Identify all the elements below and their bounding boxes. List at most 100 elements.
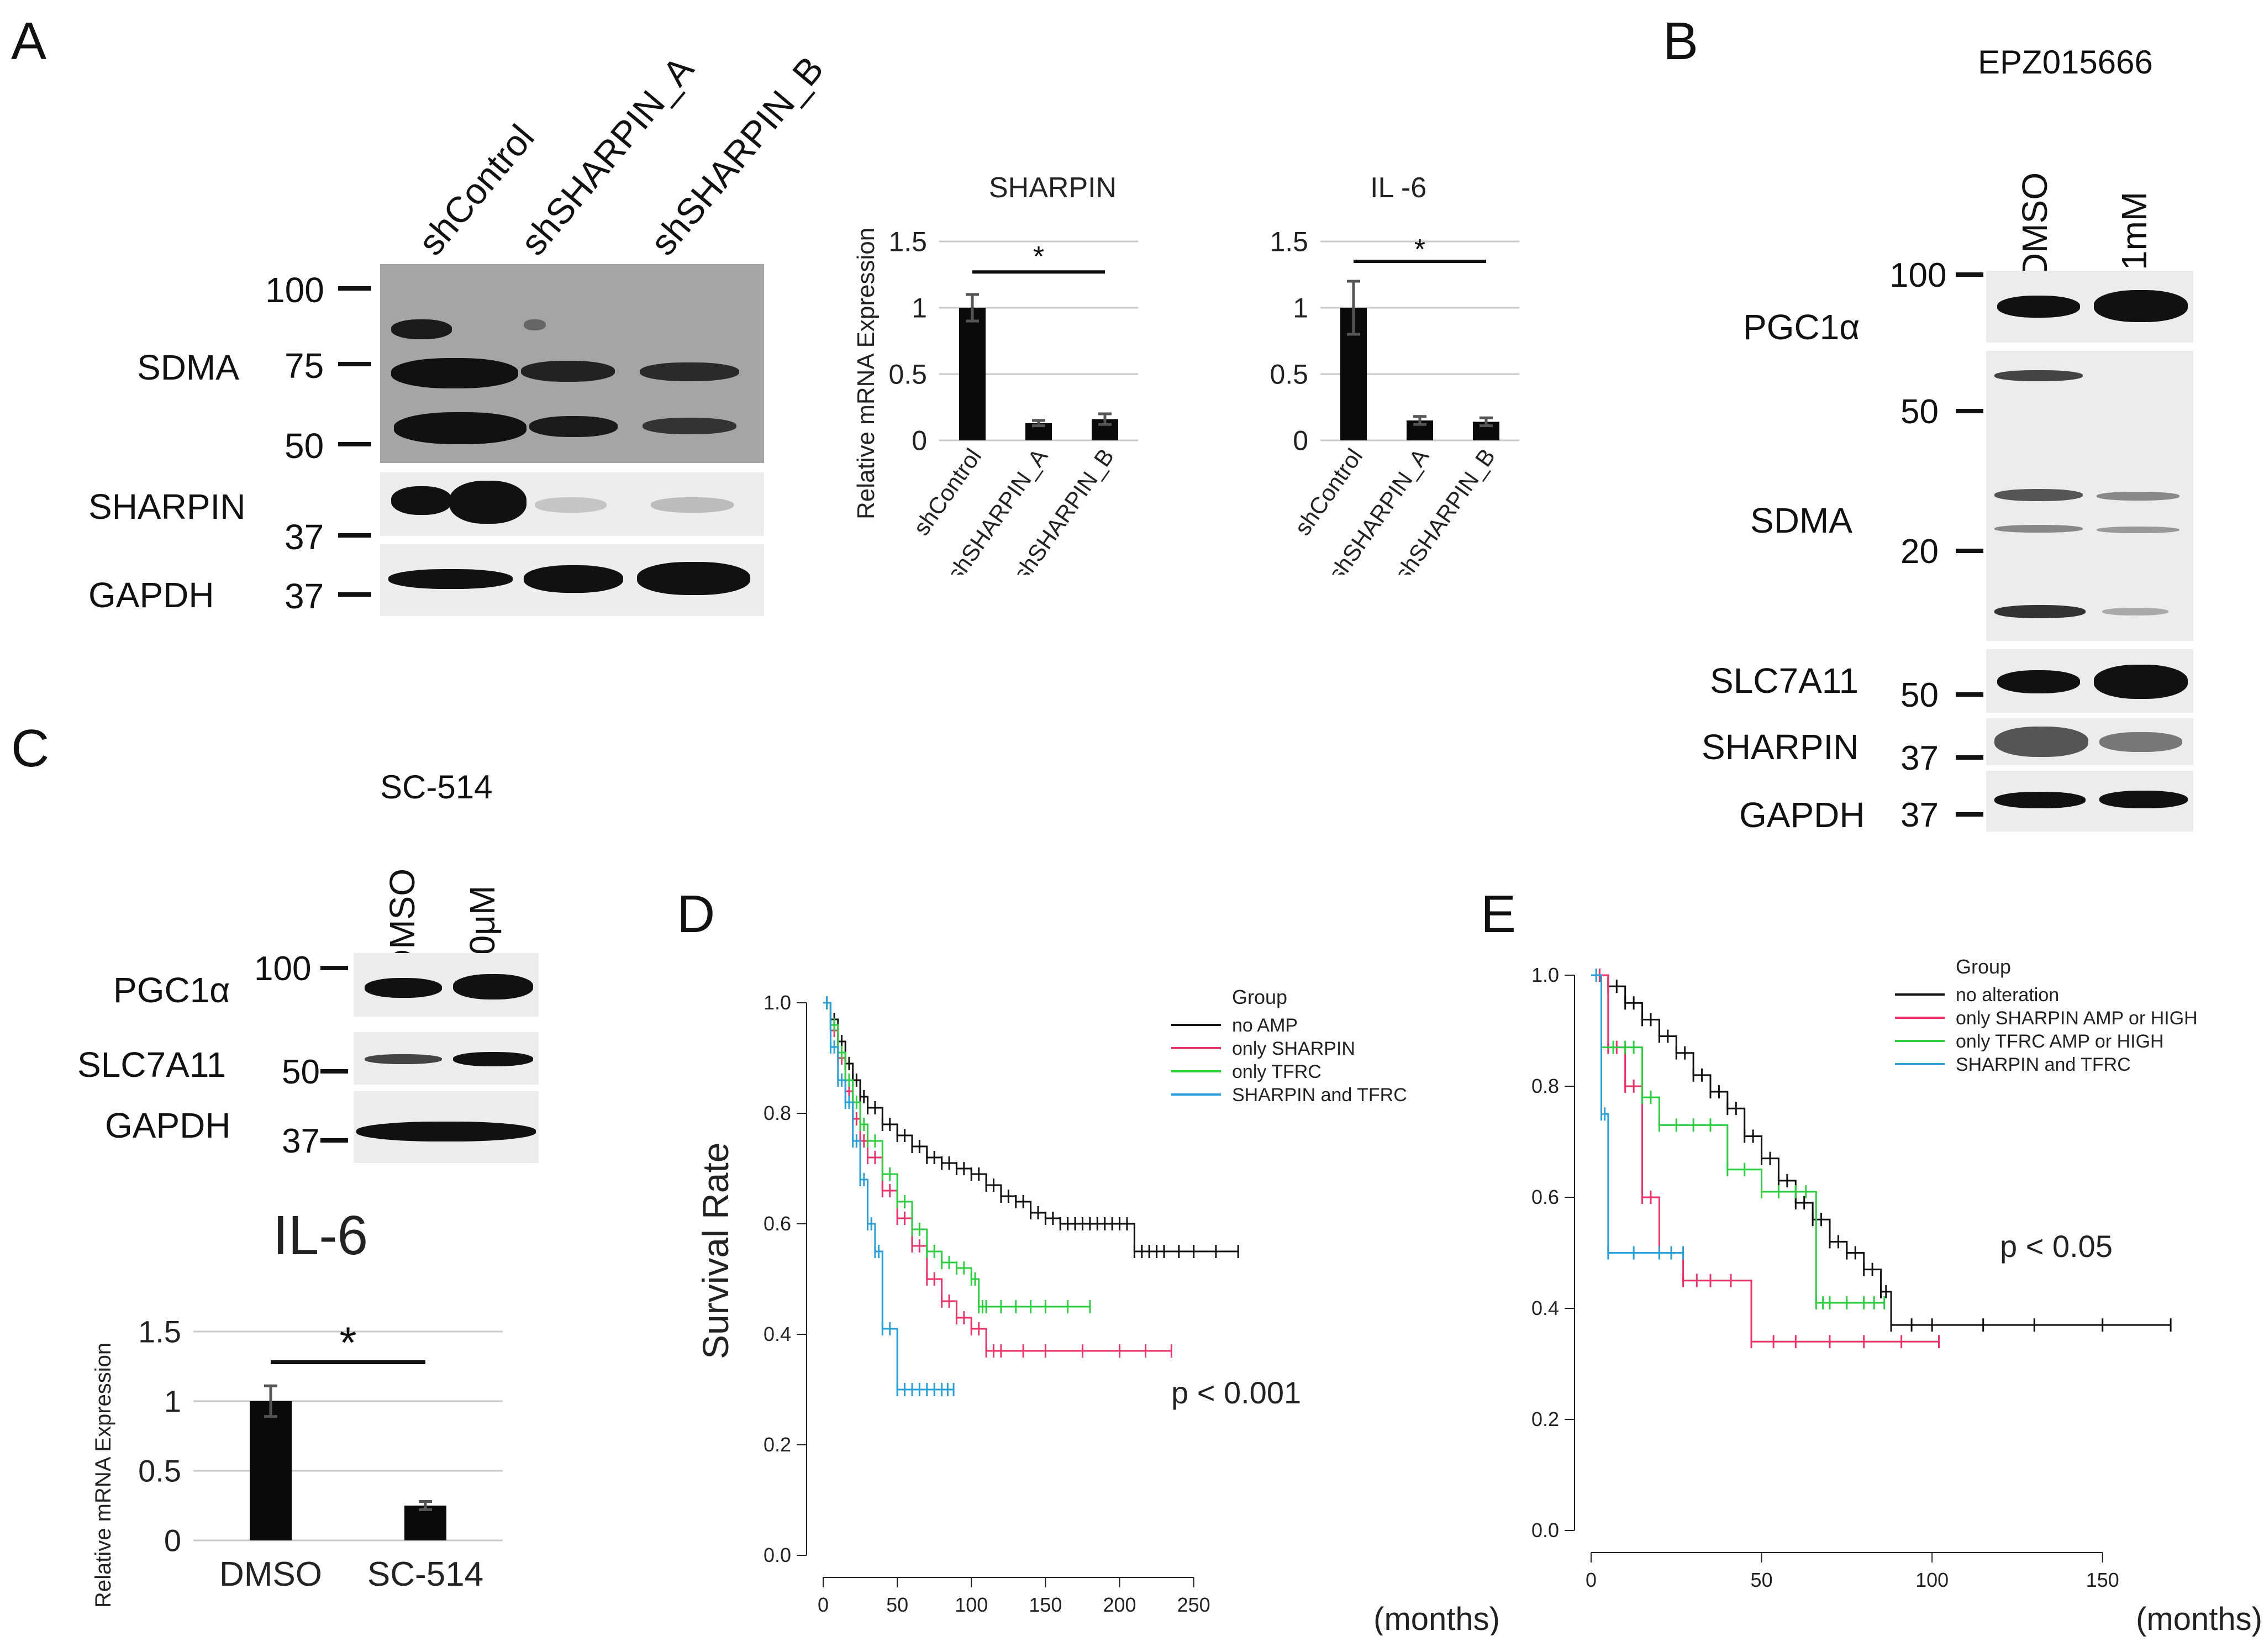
y-tick-label: 1 bbox=[1293, 293, 1308, 324]
x-tick-label: 0 bbox=[1586, 1569, 1597, 1591]
error-bar bbox=[1347, 280, 1360, 336]
chart-title: IL -6 bbox=[1370, 172, 1426, 204]
legend-label: only SHARPIN bbox=[1232, 1038, 1355, 1059]
blot-label-a-sharpin: SHARPIN bbox=[88, 487, 246, 527]
series-no-amp bbox=[823, 996, 1239, 1258]
marker-a-75: 75 bbox=[285, 346, 324, 386]
y-tick-label: 0 bbox=[1293, 425, 1308, 456]
marker-tick bbox=[320, 966, 348, 970]
error-bar bbox=[1480, 416, 1493, 428]
bar bbox=[404, 1506, 446, 1540]
blot-b-sharpin bbox=[1986, 718, 2193, 765]
y-tick-label: 1.0 bbox=[1531, 964, 1559, 986]
y-tick-label: 0 bbox=[912, 425, 927, 456]
y-tick-label: 0.4 bbox=[764, 1323, 791, 1345]
marker-tick bbox=[1956, 755, 1983, 760]
marker-b-50b: 50 bbox=[1900, 676, 1939, 714]
chart-title: IL-6 bbox=[273, 1204, 368, 1266]
blot-a-sdma bbox=[380, 264, 764, 463]
blot-label-b-sdma: SDMA bbox=[1750, 501, 1852, 540]
marker-a-50: 50 bbox=[285, 426, 324, 466]
blot-c-slc7a11 bbox=[354, 1032, 539, 1085]
marker-b-100: 100 bbox=[1889, 256, 1947, 294]
marker-tick bbox=[338, 362, 371, 366]
error-bar bbox=[419, 1500, 432, 1512]
chart-a-sharpin: 00.511.5SHARPINshControlshSHARPIN_AshSHA… bbox=[888, 172, 1138, 575]
bar bbox=[250, 1401, 292, 1540]
x-tick-label: SC-514 bbox=[367, 1555, 483, 1593]
blot-c-gapdh bbox=[354, 1091, 539, 1163]
blot-a-gapdh bbox=[380, 544, 764, 616]
marker-a-37b: 37 bbox=[285, 576, 324, 616]
y-tick-label: 0.0 bbox=[764, 1544, 791, 1566]
marker-tick bbox=[320, 1138, 348, 1143]
marker-tick bbox=[338, 442, 371, 446]
chart-e: 0.0 0.2 0.4 0.6 0.8 1.0 0 50 100 150 (months) Group… bbox=[1531, 955, 2262, 1637]
marker-c-100: 100 bbox=[254, 950, 312, 988]
x-tick-label: 100 bbox=[1915, 1569, 1949, 1591]
x-axis-label: (months) bbox=[2136, 1601, 2262, 1637]
treatment-label-c: SC-514 bbox=[380, 769, 493, 806]
marker-b-50a: 50 bbox=[1900, 393, 1939, 431]
error-bar bbox=[1098, 412, 1112, 426]
legend-title: Group bbox=[1232, 986, 1287, 1008]
marker-tick bbox=[1956, 549, 1983, 553]
y-tick-label: 0.5 bbox=[138, 1454, 181, 1488]
chart-title: SHARPIN bbox=[989, 172, 1117, 204]
marker-tick bbox=[338, 286, 371, 291]
significance-marker: * bbox=[339, 1318, 356, 1367]
x-axis: 0 50 100 150 200 250 bbox=[818, 1577, 1210, 1616]
y-tick-label: 0.5 bbox=[1270, 359, 1308, 390]
significance-marker: * bbox=[1033, 241, 1044, 273]
legend-label: no alteration bbox=[1956, 985, 2059, 1006]
panel-label-b: B bbox=[1663, 12, 1699, 71]
marker-tick bbox=[1956, 409, 1983, 413]
marker-tick bbox=[1956, 272, 1983, 277]
legend-label: SHARPIN and TFRC bbox=[1232, 1085, 1407, 1106]
y-axis-label: Survival Rate bbox=[695, 1143, 736, 1360]
survival-curve bbox=[823, 1002, 1090, 1308]
y-tick-label: 0.6 bbox=[1531, 1186, 1559, 1208]
x-tick-label: 200 bbox=[1103, 1593, 1136, 1616]
p-value-annotation: p < 0.001 bbox=[1171, 1375, 1301, 1410]
panel-label-c: C bbox=[11, 719, 50, 778]
x-tick-label: DMSO bbox=[219, 1555, 322, 1593]
blot-a-sharpin bbox=[380, 472, 764, 536]
panel-e-survival-chart: 0.0 0.2 0.4 0.6 0.8 1.0 0 50 100 150 (months) Group… bbox=[1531, 955, 2262, 1637]
marker-b-37b: 37 bbox=[1900, 796, 1939, 834]
marker-tick bbox=[338, 533, 371, 538]
blot-label-b-pgc1a: PGC1α bbox=[1743, 307, 1860, 347]
y-axis-label: Relative mRNA Expression bbox=[852, 228, 880, 519]
blot-label-b-gapdh: GAPDH bbox=[1739, 795, 1865, 835]
marker-c-37: 37 bbox=[282, 1122, 320, 1160]
x-tick-label: 100 bbox=[955, 1593, 988, 1616]
legend-label: no AMP bbox=[1232, 1015, 1298, 1036]
x-tick-label: 50 bbox=[1751, 1569, 1773, 1591]
panel-c-bar-chart: Relative mRNA Expression 0 0.5 1 1.5 IL-6 DMS… bbox=[91, 1204, 503, 1608]
series-sharpin-and-tfrc bbox=[1591, 969, 1684, 1260]
y-tick-label: 1.5 bbox=[1270, 227, 1308, 257]
y-tick-label: 0.6 bbox=[764, 1212, 791, 1235]
panel-d-survival-chart: Survival Rate 0.0 0.2 0.4 0.6 0.8 1.0 0 50 100 15… bbox=[695, 986, 1500, 1635]
p-value-annotation: p < 0.05 bbox=[2000, 1229, 2113, 1264]
y-tick-label: 0.2 bbox=[764, 1433, 791, 1456]
y-tick-label: 0.0 bbox=[1531, 1519, 1559, 1541]
chart-d: 0.0 0.2 0.4 0.6 0.8 1.0 0 50 100 150 200 250 (months… bbox=[764, 986, 1500, 1635]
marker-a-37a: 37 bbox=[285, 517, 324, 557]
treatment-label-b: EPZ015666 bbox=[1978, 44, 2153, 81]
lane-label-b-dmso: DMSO bbox=[2015, 172, 2055, 278]
blot-c-pgc1a bbox=[354, 953, 539, 1017]
y-tick-label: 1 bbox=[164, 1384, 181, 1419]
blot-label-b-slc7a11: SLC7A11 bbox=[1710, 661, 1859, 701]
legend-label: SHARPIN and TFRC bbox=[1956, 1054, 2131, 1075]
x-axis-label: (months) bbox=[1373, 1601, 1500, 1635]
y-tick-label: 0.8 bbox=[764, 1102, 791, 1124]
marker-b-37a: 37 bbox=[1900, 739, 1939, 777]
y-tick-label: 0.8 bbox=[1531, 1075, 1559, 1097]
blot-b-gapdh bbox=[1986, 771, 2193, 832]
marker-tick bbox=[320, 1069, 348, 1074]
legend-label: only TFRC bbox=[1232, 1061, 1321, 1082]
chart-c-il6: 0 0.5 1 1.5 IL-6 DMSO SC-514 * bbox=[138, 1204, 503, 1593]
